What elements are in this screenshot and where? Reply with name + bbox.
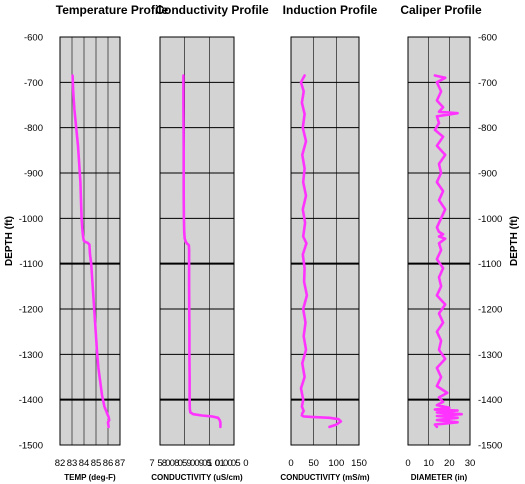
left-depth-tick-label: -900 <box>24 169 43 180</box>
left-depth-axis: DEPTH (ft) -600 -700 -800 -900 -1000 -1100 -12… <box>4 33 43 452</box>
left-depth-tick-label: -1200 <box>19 305 43 316</box>
left-depth-tick-label: -1100 <box>19 259 43 270</box>
conductivity-profile-x-tick-label: 9 0 0 <box>186 458 207 469</box>
caliper-profile-plot-area <box>407 36 471 446</box>
right-depth-tick-label: -900 <box>478 169 497 180</box>
left-depth-tick-label: -800 <box>24 123 43 134</box>
caliper-profile-panel: Caliper Profile 0 10 20 30 DIAMETER (in) <box>400 3 482 482</box>
left-depth-axis-label: DEPTH (ft) <box>4 216 15 266</box>
caliper-profile-x-axis-label: DIAMETER (in) <box>411 473 468 482</box>
induction-profile-x-axis-label: CONDUCTIVITY (mS/m) <box>280 473 370 482</box>
conductivity-profile-title: Conductivity Profile <box>155 3 269 17</box>
left-depth-tick-label: -1500 <box>19 441 43 452</box>
temperature-profile-x-axis-label: TEMP (deg-F) <box>64 473 116 482</box>
left-depth-tick-label: -700 <box>24 78 43 89</box>
conductivity-profile-x-tick-label: 8 5 0 <box>174 458 195 469</box>
temperature-profile-title: Temperature Profile <box>56 3 169 17</box>
right-depth-tick-label: -600 <box>478 33 497 44</box>
induction-profile-title: Induction Profile <box>283 3 378 17</box>
conductivity-profile-x-tick-label: 7 5 0 <box>149 458 170 469</box>
temperature-profile-x-tick-label: 86 <box>103 458 114 469</box>
temperature-profile-x-tick-label: 87 <box>115 458 126 469</box>
right-depth-tick-label: -1000 <box>478 214 502 225</box>
induction-profile-x-tick-label: 0 <box>288 458 293 469</box>
conductivity-profile-x-tick-label: 1 0 0 0 <box>207 458 236 469</box>
conductivity-profile-x-axis-label: CONDUCTIVITY (uS/cm) <box>151 473 243 482</box>
induction-profile-x-tick-label: 100 <box>328 458 344 469</box>
temperature-profile-x-tick-label: 82 <box>55 458 66 469</box>
conductivity-profile-series-line <box>182 74 222 429</box>
right-depth-tick-label: -1300 <box>478 350 502 361</box>
caliper-profile-title: Caliper Profile <box>400 3 482 17</box>
conductivity-profile-x-tick-label: 1 0 5 0 <box>219 458 248 469</box>
left-depth-tick-label: -1400 <box>19 395 43 406</box>
left-depth-tick-label: -1000 <box>19 214 43 225</box>
caliper-profile-x-tick-label: 20 <box>444 458 455 469</box>
temperature-profile-panel: Temperature Profile 82 83 84 85 86 87 TEMP (deg… <box>55 3 169 482</box>
conductivity-profile-plot-area <box>159 36 235 446</box>
induction-profile-series-line <box>299 74 343 429</box>
temperature-profile-plot-area <box>59 36 121 446</box>
right-depth-axis-label: DEPTH (ft) <box>509 216 520 266</box>
caliper-profile-x-tick-label: 30 <box>465 458 476 469</box>
left-depth-tick-label: -1300 <box>19 350 43 361</box>
left-depth-tick-label: -600 <box>24 33 43 44</box>
right-depth-tick-label: -1400 <box>478 395 502 406</box>
conductivity-profile-x-tick-label: 9 5 0 <box>199 458 220 469</box>
right-depth-tick-label: -1200 <box>478 305 502 316</box>
temperature-profile-x-tick-label: 83 <box>67 458 78 469</box>
caliper-profile-series-line <box>433 74 464 429</box>
caliper-profile-x-tick-label: 0 <box>405 458 410 469</box>
caliper-profile-x-tick-label: 10 <box>423 458 434 469</box>
right-depth-axis: DEPTH (ft) -600 -700 -800 -900 -1000 -1100 -12… <box>478 33 520 452</box>
temperature-profile-series-line <box>71 74 111 429</box>
temperature-profile-x-tick-label: 85 <box>91 458 102 469</box>
right-depth-tick-label: -1500 <box>478 441 502 452</box>
temperature-profile-x-tick-label: 84 <box>79 458 90 469</box>
right-depth-tick-label: -700 <box>478 78 497 89</box>
induction-profile-panel: Induction Profile 0 50 100 150 CONDUCTIVITY (… <box>280 3 377 482</box>
conductivity-profile-x-tick-label: 8 0 0 <box>162 458 183 469</box>
induction-profile-x-tick-label: 50 <box>308 458 319 469</box>
conductivity-profile-panel: Conductivity Profile 7 5 08 0 08 5 09 0 0… <box>149 3 269 482</box>
induction-profile-x-tick-label: 150 <box>351 458 367 469</box>
right-depth-tick-label: -800 <box>478 123 497 134</box>
right-depth-tick-label: -1100 <box>478 259 502 270</box>
